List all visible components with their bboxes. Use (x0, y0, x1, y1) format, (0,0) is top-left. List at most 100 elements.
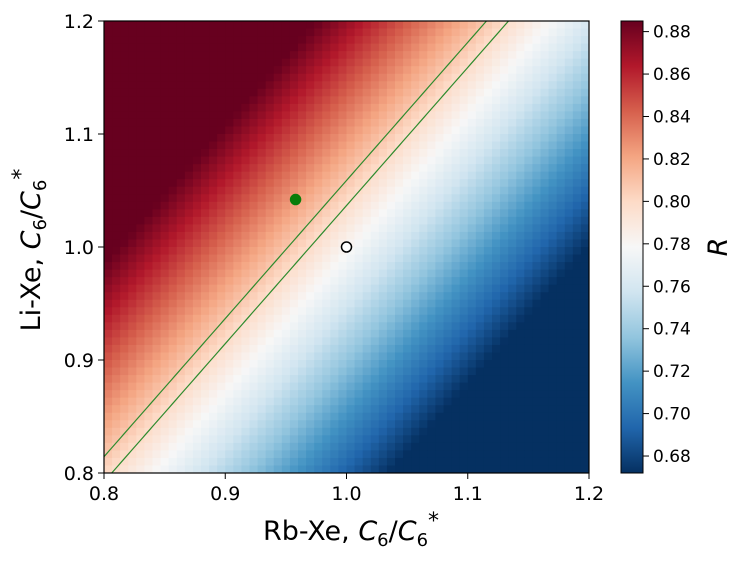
heatmap-cell (532, 390, 542, 399)
heatmap-cell (419, 299, 428, 308)
heatmap-cell (330, 231, 340, 241)
heatmap-cell (281, 329, 291, 338)
heatmap-cell (524, 171, 534, 180)
heatmap-cell (322, 58, 331, 67)
heatmap-cell (144, 28, 154, 37)
heatmap-cell (443, 51, 453, 60)
heatmap-cell (524, 51, 534, 60)
heatmap-cell (540, 314, 550, 323)
heatmap-cell (378, 450, 388, 459)
heatmap-cell (556, 194, 566, 203)
heatmap-cell (572, 322, 582, 331)
heatmap-cell (386, 96, 396, 105)
heatmap-cell (136, 88, 146, 97)
heatmap-cell (128, 224, 137, 233)
heatmap-cell (281, 201, 291, 210)
heatmap-cell (564, 239, 574, 248)
heatmap-cell (411, 254, 420, 263)
heatmap-cell (378, 367, 388, 376)
heatmap-cell (403, 307, 412, 316)
heatmap-cell (540, 292, 550, 301)
heatmap-cell (128, 126, 137, 135)
heatmap-cell (540, 118, 550, 128)
heatmap-cell (306, 299, 315, 308)
heatmap-cell (354, 141, 364, 150)
heatmap-cell (201, 284, 210, 293)
heatmap-cell (322, 254, 331, 263)
heatmap-cell (192, 247, 202, 256)
heatmap-cell (192, 88, 202, 97)
heatmap-cell (257, 442, 267, 451)
heatmap-cell (201, 247, 210, 256)
heatmap-cell (362, 337, 372, 346)
heatmap-cell (314, 66, 323, 75)
heatmap-cell (395, 21, 404, 30)
heatmap-cell (540, 457, 550, 467)
heatmap-cell (225, 269, 234, 278)
heatmap-cell (192, 360, 202, 369)
heatmap-cell (354, 382, 364, 391)
heatmap-cell (516, 36, 525, 45)
heatmap-cell (192, 375, 202, 384)
heatmap-cell (443, 209, 453, 218)
heatmap-cell (160, 66, 170, 75)
heatmap-cell (112, 382, 121, 391)
heatmap-cell (330, 141, 340, 150)
heatmap-cell (411, 427, 420, 436)
heatmap-cell (500, 322, 509, 331)
heatmap-cell (225, 81, 234, 90)
heatmap-cell (459, 390, 469, 399)
heatmap-cell (298, 292, 307, 301)
heatmap-cell (378, 352, 388, 361)
heatmap-cell (168, 254, 178, 263)
heatmap-cell (112, 420, 121, 429)
heatmap-cell (168, 420, 178, 429)
heatmap-cell (322, 88, 331, 97)
heatmap-cell (556, 254, 566, 263)
heatmap-cell (435, 375, 445, 384)
heatmap-cell (395, 186, 404, 195)
heatmap-cell (241, 307, 251, 316)
heatmap-cell (152, 382, 162, 391)
heatmap-cell (209, 254, 218, 263)
heatmap-cell (209, 435, 218, 444)
heatmap-cell (176, 111, 186, 120)
heatmap-cell (257, 307, 267, 316)
heatmap-cell (217, 66, 226, 75)
heatmap-cell (314, 96, 323, 105)
heatmap-cell (459, 427, 469, 436)
heatmap-cell (403, 96, 412, 105)
heatmap-cell (492, 427, 501, 436)
heatmap-cell (120, 66, 129, 75)
heatmap-cell (362, 103, 372, 112)
heatmap-cell (346, 134, 356, 143)
heatmap-cell (411, 164, 420, 173)
heatmap-cell (516, 427, 525, 436)
heatmap-cell (192, 51, 202, 60)
heatmap-cell (298, 457, 307, 467)
heatmap-cell (580, 344, 589, 354)
heatmap-cell (459, 216, 469, 225)
heatmap-cell (483, 457, 493, 467)
heatmap-cell (281, 141, 291, 150)
heatmap-cell (314, 465, 323, 473)
heatmap-cell (160, 231, 170, 241)
heatmap-cell (467, 352, 477, 361)
heatmap-cell (548, 390, 558, 399)
heatmap-cell (330, 164, 340, 173)
heatmap-cell (475, 307, 485, 316)
heatmap-cell (548, 367, 558, 376)
heatmap-cell (386, 134, 396, 143)
heatmap-cell (475, 171, 485, 180)
heatmap-cell (572, 156, 582, 165)
heatmap-cell (370, 412, 380, 421)
heatmap-cell (209, 149, 218, 158)
heatmap-cell (516, 390, 525, 399)
heatmap-cell (451, 262, 461, 271)
heatmap-cell (281, 292, 291, 301)
heatmap-cell (508, 269, 517, 278)
heatmap-cell (176, 58, 186, 67)
heatmap-cell (532, 28, 542, 37)
heatmap-cell (217, 216, 226, 225)
heatmap-cell (524, 66, 534, 75)
